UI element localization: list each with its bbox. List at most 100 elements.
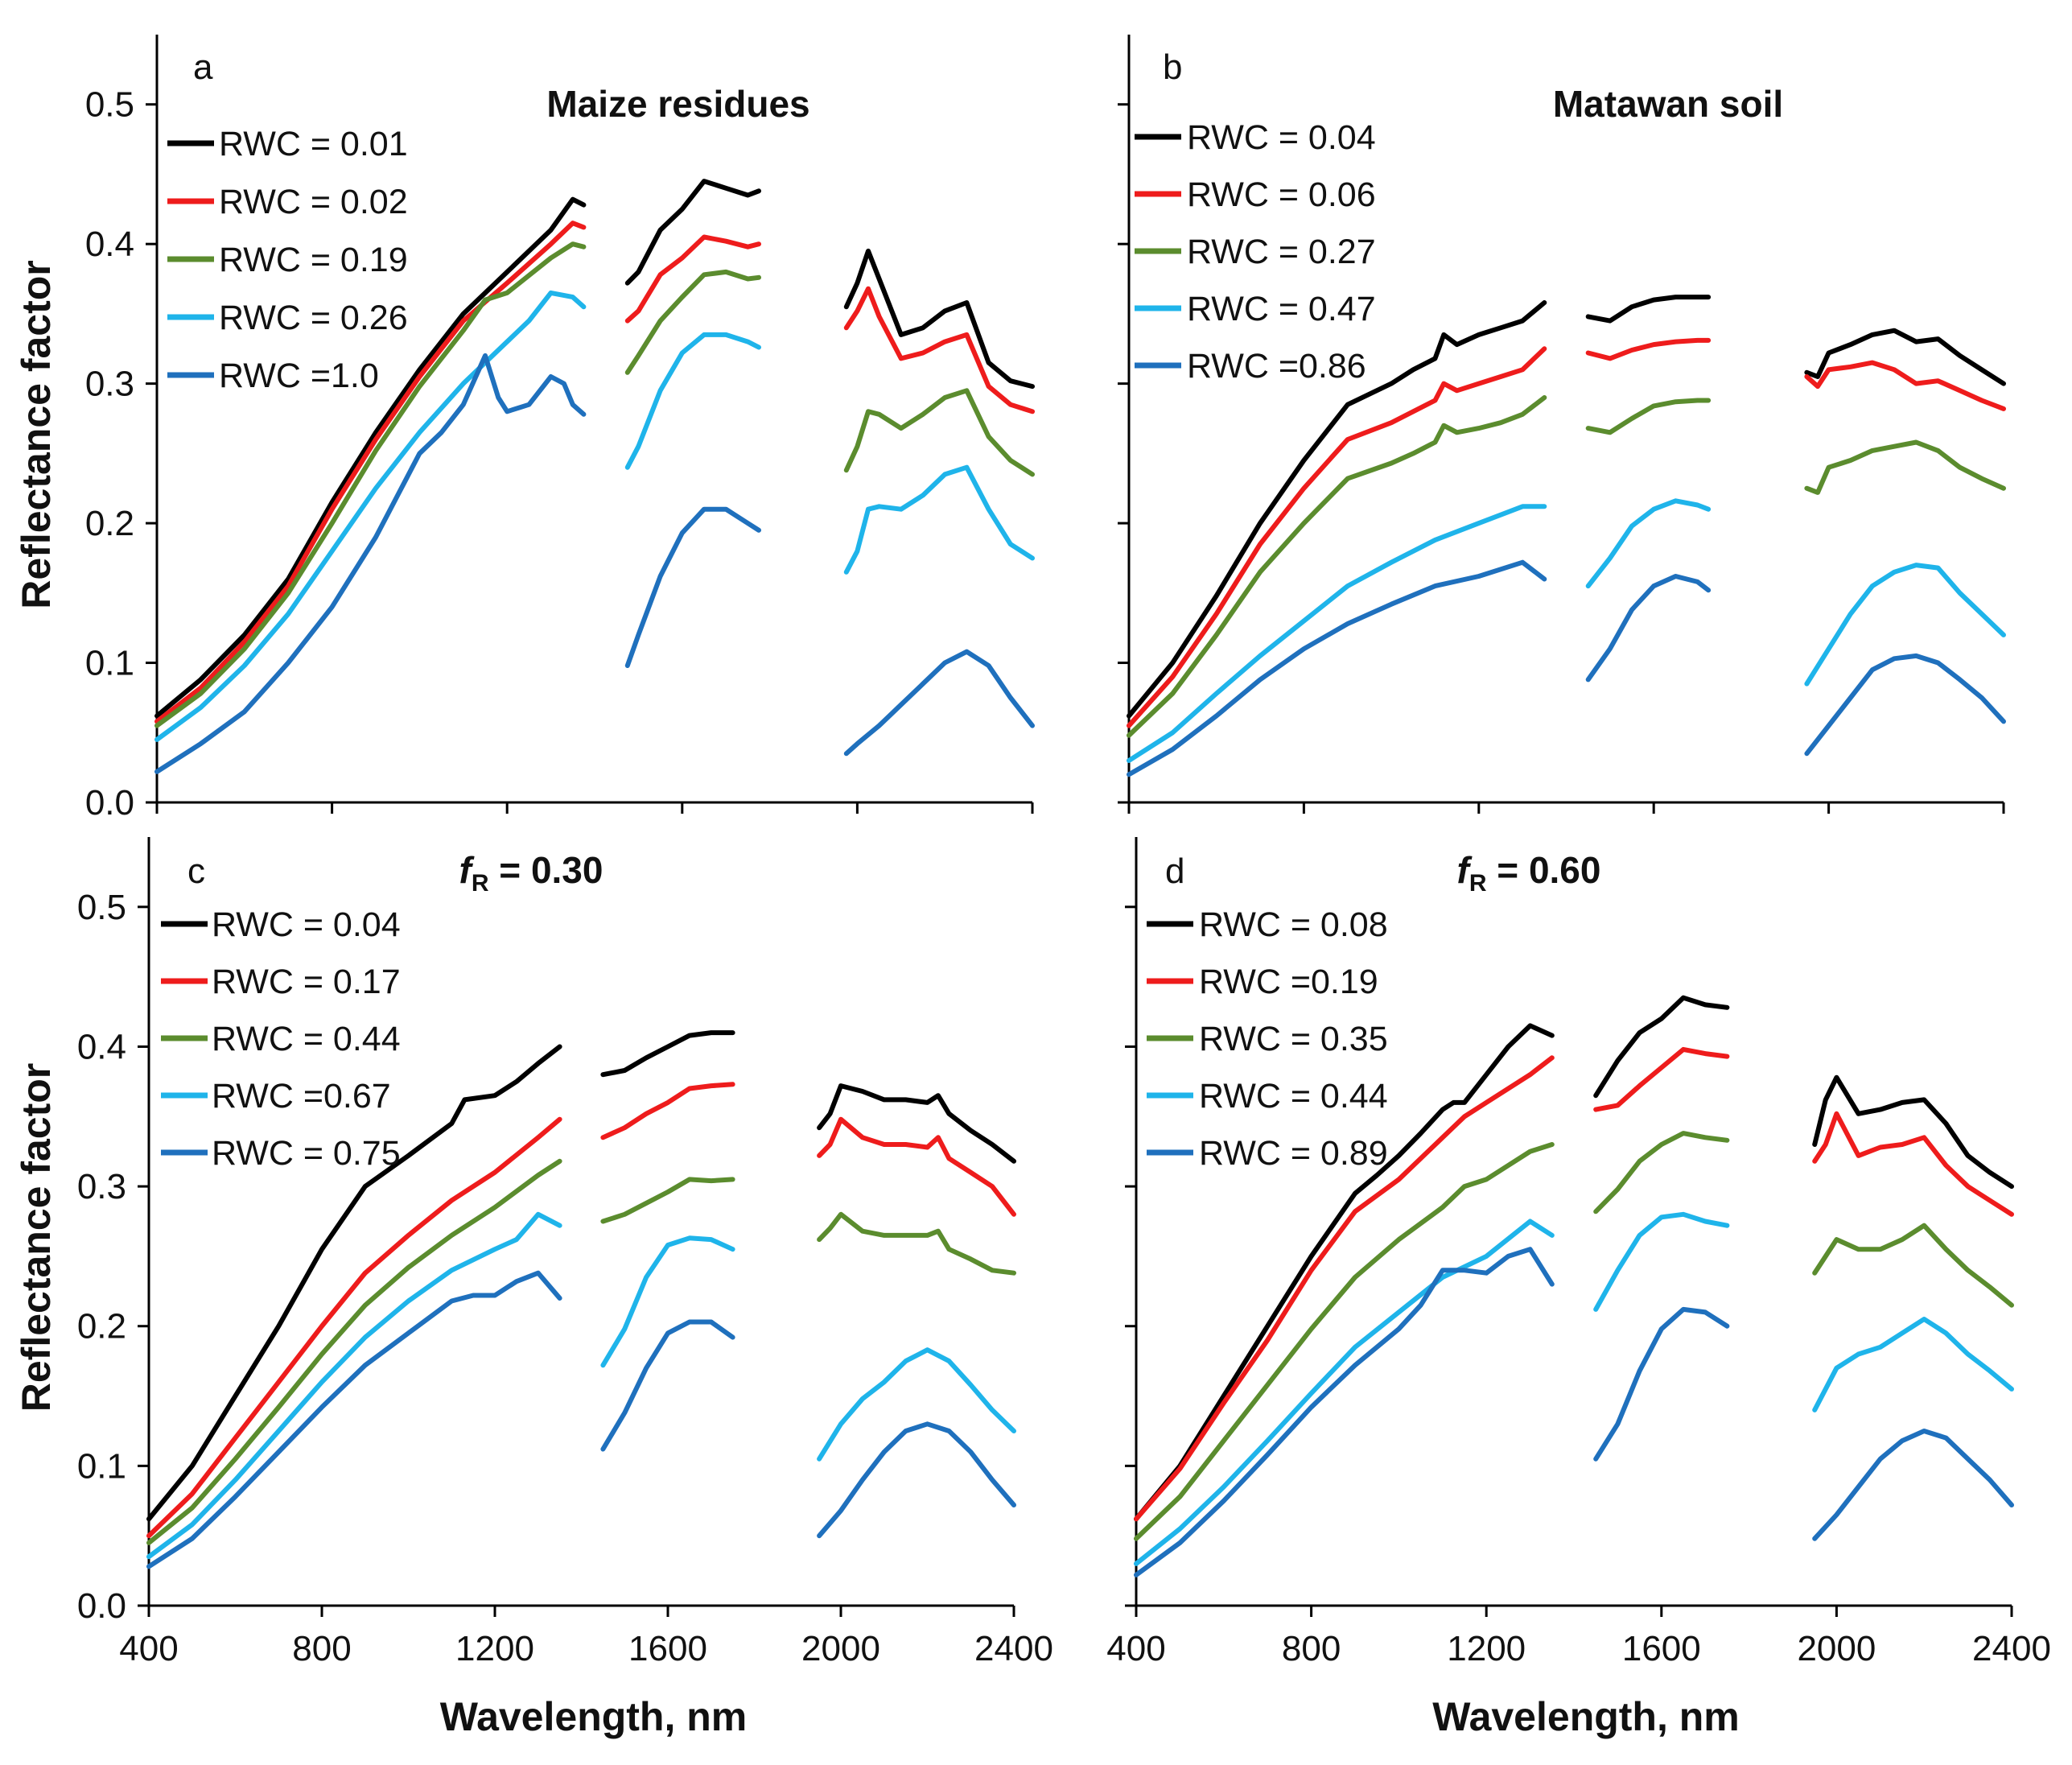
y-axis-title: Reflectance factor: [14, 260, 59, 609]
y-tick-label: 0.4: [85, 225, 134, 264]
series-line: [1127, 300, 1547, 719]
series-line: [154, 353, 587, 774]
x-tick-label: 2400: [974, 1629, 1053, 1668]
y-tick-label: 0.3: [77, 1167, 126, 1206]
series-line: [146, 1044, 562, 1522]
series-line: [624, 269, 761, 375]
series-line: [817, 1083, 1016, 1164]
legend-label: RWC = 0.04: [1187, 118, 1376, 157]
series-line: [843, 464, 1035, 575]
legend-label: RWC = 0.06: [1187, 175, 1376, 214]
legend-label: RWC =1.0: [219, 357, 379, 395]
panel-title: fR = 0.30: [459, 849, 603, 897]
series-line: [1134, 1055, 1555, 1522]
legend-label: RWC = 0.89: [1199, 1134, 1388, 1173]
legend-label: RWC =0.67: [212, 1077, 391, 1115]
series-line: [1127, 559, 1547, 777]
y-tick-label: 0.2: [77, 1307, 126, 1346]
series-line: [146, 1158, 562, 1545]
series-line: [1593, 1131, 1730, 1214]
series-line: [1593, 1211, 1730, 1312]
series-line: [1134, 1142, 1555, 1541]
title-subscript: R: [472, 870, 489, 897]
x-tick-label: 2000: [1797, 1629, 1876, 1668]
series-line: [1134, 1247, 1555, 1577]
panel-c: 0.0 0.1 0.2 0.3 0.4 0.5 400 800 1200 1600 2000 2400…: [14, 837, 1053, 1739]
series-line: [1804, 653, 2006, 757]
series-line: [1804, 563, 2006, 687]
x-axis-title: Wavelength, nm: [1432, 1694, 1740, 1739]
title-rest: = 0.30: [489, 849, 603, 891]
series-line: [154, 290, 587, 742]
legend-label: RWC = 0.35: [1199, 1020, 1388, 1058]
series-line: [843, 248, 1035, 390]
legend-label: RWC = 0.04: [212, 905, 401, 944]
legend-label: RWC = 0.75: [212, 1134, 401, 1173]
series-line: [1127, 346, 1547, 728]
legend-label: RWC = 0.27: [1187, 233, 1376, 271]
y-tick-label: 0.5: [77, 888, 126, 927]
series-line: [624, 179, 761, 286]
series-line: [600, 1319, 735, 1452]
series-line: [1127, 395, 1547, 738]
series-line: [817, 1347, 1016, 1462]
legend-label: RWC =0.19: [1199, 963, 1378, 1001]
panel-title: Matawan soil: [1553, 83, 1783, 125]
y-tick-label: 0.5: [85, 85, 134, 125]
y-tick-label: 0.0: [85, 783, 134, 823]
series-line: [1134, 1219, 1555, 1566]
legend-label: RWC = 0.19: [219, 241, 408, 279]
series-line: [1812, 1429, 2014, 1541]
series-line: [1804, 328, 2006, 386]
series-line: [1585, 498, 1712, 589]
series-line: [624, 332, 761, 470]
y-tick-label: 0.1: [77, 1446, 126, 1486]
series-line: [817, 1421, 1016, 1539]
panel-a: 0.0 0.1 0.2 0.3 0.4 0.5 Reflectance factor a Mai…: [14, 35, 1035, 823]
title-rest: = 0.60: [1487, 849, 1601, 891]
series-line: [1804, 360, 2006, 411]
series-line: [1812, 1223, 2014, 1308]
series-line: [1804, 439, 2006, 495]
title-italic: f: [1457, 849, 1473, 891]
legend-label: RWC = 0.26: [219, 299, 408, 337]
title-subscript: R: [1469, 870, 1487, 897]
series-line: [1593, 995, 1730, 1099]
x-tick-label: 800: [1282, 1629, 1341, 1668]
series-line: [154, 241, 587, 728]
x-tick-label: 400: [119, 1629, 178, 1668]
x-tick-label: 1600: [1622, 1629, 1701, 1668]
series-line: [843, 388, 1035, 477]
series-line: [600, 1030, 735, 1078]
series-line: [146, 1270, 562, 1569]
legend-label: RWC = 0.01: [219, 125, 408, 163]
panel-letter: d: [1165, 852, 1184, 891]
y-tick-label: 0.3: [85, 365, 134, 404]
panel-b: b Matawan soil RWC = 0.04 RWC = 0.06 RWC = 0…: [1118, 35, 2006, 814]
legend-label: RWC = 0.17: [212, 963, 401, 1001]
series-line: [843, 649, 1035, 757]
series-line: [1812, 1317, 2014, 1412]
x-tick-label: 2400: [1972, 1629, 2051, 1668]
panel-letter: c: [187, 852, 205, 891]
x-axis-title: Wavelength, nm: [440, 1694, 748, 1739]
series-line: [146, 1211, 562, 1560]
series-line: [600, 1177, 735, 1224]
series-line: [1585, 398, 1712, 435]
y-tick-label: 0.2: [85, 504, 134, 543]
series-line: [624, 506, 761, 668]
legend-label: RWC = 0.08: [1199, 905, 1388, 944]
series-line: [624, 234, 761, 324]
legend-label: RWC = 0.47: [1187, 290, 1376, 328]
series-line: [843, 286, 1035, 414]
title-italic: f: [459, 849, 476, 891]
panel-letter: b: [1163, 47, 1182, 87]
series-line: [1593, 1046, 1730, 1112]
series-line: [1585, 574, 1712, 682]
series-line: [146, 1116, 562, 1539]
panel-title: fR = 0.60: [1457, 849, 1601, 897]
series-line: [817, 1211, 1016, 1276]
series-line: [154, 196, 587, 719]
panel-d: 400 800 1200 1600 2000 2400 Wavelength, nm d fR …: [1106, 837, 2051, 1739]
panel-letter: a: [193, 47, 213, 87]
